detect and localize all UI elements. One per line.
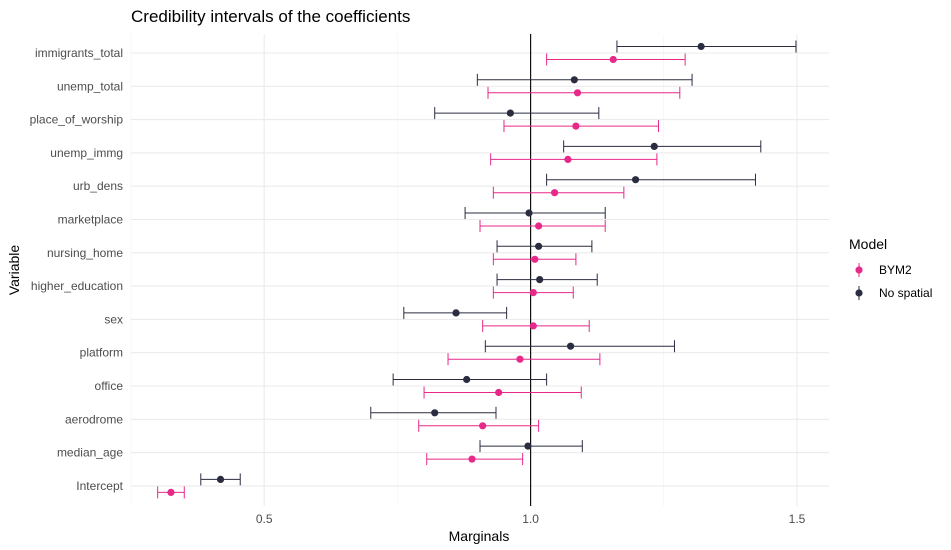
bym2-point <box>550 189 559 197</box>
no-spatial-point <box>536 276 544 284</box>
no-spatial-point <box>535 242 543 250</box>
legend-key-bym2-point <box>855 266 863 274</box>
x-tick-label: 0.5 <box>256 512 273 526</box>
no-spatial-point <box>452 309 460 317</box>
y-tick-label: unemp_total <box>57 79 123 93</box>
y-tick-label: aerodrome <box>65 412 123 426</box>
bym2-point <box>573 89 582 97</box>
legend: Model BYM2 No spatial <box>849 236 932 300</box>
y-tick-label: platform <box>80 346 123 360</box>
no-spatial-point <box>525 209 533 217</box>
x-tick-label: 1.5 <box>789 512 806 526</box>
bym2-point <box>167 488 175 496</box>
x-tick-label: 1.0 <box>522 512 539 526</box>
no-spatial-point <box>216 475 225 483</box>
legend-key-no-spatial-point <box>855 289 863 297</box>
no-spatial-point <box>650 142 658 150</box>
legend-title: Model <box>849 236 887 252</box>
y-tick-label: unemp_immg <box>50 146 123 160</box>
bym2-point <box>535 222 543 230</box>
no-spatial-point <box>566 342 575 350</box>
bym2-point <box>529 289 537 297</box>
y-tick-label: office <box>95 379 124 393</box>
y-tick-label: nursing_home <box>47 246 123 260</box>
legend-label-bym2: BYM2 <box>879 263 912 277</box>
y-axis-title: Variable <box>6 245 22 296</box>
no-spatial-point <box>431 409 439 417</box>
bym2-point <box>531 255 539 263</box>
y-tick-label: urb_dens <box>73 179 123 193</box>
no-spatial-point <box>570 76 578 84</box>
no-spatial-point <box>463 375 471 384</box>
y-tick-label: immigrants_total <box>35 46 123 60</box>
y-tick-label: marketplace <box>58 213 124 227</box>
y-tick-label: higher_education <box>31 279 123 293</box>
y-tick-label: sex <box>104 312 123 326</box>
bym2-point <box>564 155 572 163</box>
bym2-point <box>609 55 617 64</box>
plot-area: 0.5 1.0 1.5 immigrants_total unemp_totalplac… <box>30 34 829 526</box>
y-tick-label: median_age <box>57 446 123 460</box>
bym2-point <box>495 388 503 397</box>
no-spatial-point <box>697 42 705 51</box>
y-tick-label: Intercept <box>76 479 123 493</box>
x-axis-title: Marginals <box>449 528 510 544</box>
bym2-point <box>468 455 476 463</box>
bym2-point <box>572 122 580 130</box>
no-spatial-point <box>631 176 640 184</box>
bym2-point <box>516 355 524 363</box>
bym2-point <box>479 422 487 430</box>
no-spatial-point <box>506 109 514 117</box>
legend-label-no-spatial: No spatial <box>879 286 932 300</box>
bym2-point <box>529 322 537 330</box>
y-tick-label: place_of_worship <box>30 113 124 127</box>
chart-title: Credibility intervals of the coefficient… <box>131 7 410 26</box>
no-spatial-point <box>524 442 532 450</box>
